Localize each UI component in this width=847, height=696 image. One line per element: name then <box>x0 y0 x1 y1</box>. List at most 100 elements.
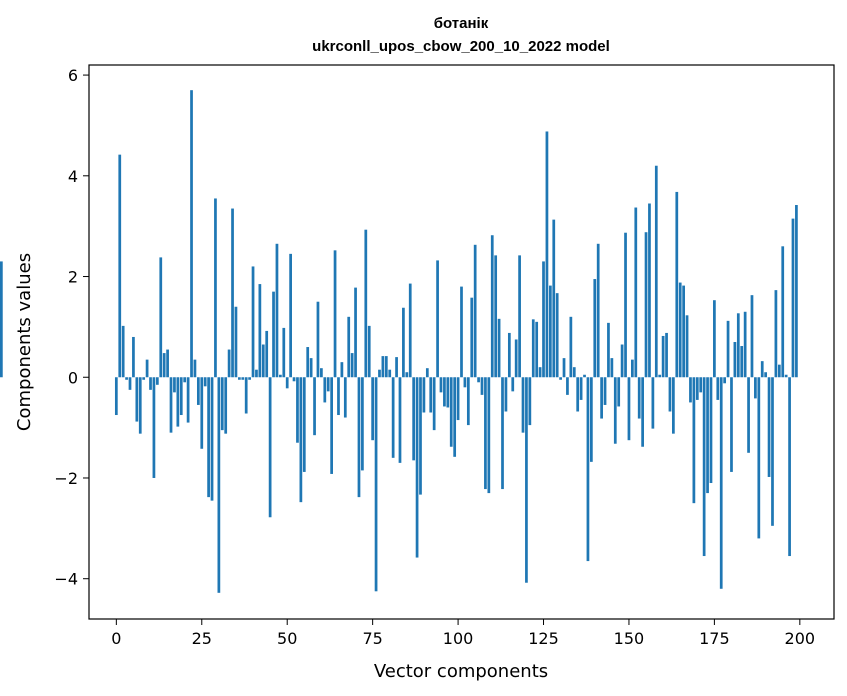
bar-67 <box>343 377 347 418</box>
bar-170 <box>695 377 699 400</box>
bar-154 <box>641 377 644 447</box>
bar-45 <box>268 377 272 518</box>
bar-168 <box>689 377 692 403</box>
bar-21 <box>186 377 190 423</box>
bar-149 <box>624 232 627 378</box>
bar-115 <box>507 332 511 378</box>
bar-194 <box>777 364 781 378</box>
bar-153 <box>637 377 641 419</box>
bar-198 <box>791 218 795 378</box>
x-tick-label: 200 <box>785 629 816 648</box>
y-axis-ticks: −4 −2 0 2 4 6 <box>54 66 89 589</box>
bar-114 <box>504 377 508 412</box>
bar-43 <box>261 344 265 378</box>
bar-164 <box>675 191 679 378</box>
bar-24 <box>196 377 200 405</box>
bar-197 <box>788 377 791 557</box>
bar-3 <box>125 377 128 380</box>
bar-1 <box>118 154 122 378</box>
bar-63 <box>330 377 333 474</box>
bar-15 <box>166 349 169 378</box>
x-tick-label: 50 <box>277 629 297 648</box>
bar-175 <box>713 300 716 378</box>
bar-166 <box>682 285 685 378</box>
x-axis-label: Vector components <box>374 661 548 682</box>
bar-undefined <box>0 261 3 378</box>
bar-69 <box>350 353 354 378</box>
bar-122 <box>531 319 535 378</box>
bar-88 <box>415 377 419 558</box>
bar-97 <box>446 377 450 408</box>
bar-119 <box>521 377 525 433</box>
chart-title: ботанік <box>434 15 489 32</box>
bar-4 <box>128 377 132 390</box>
bar-151 <box>631 359 634 378</box>
bar-173 <box>706 377 709 494</box>
bar-92 <box>429 377 433 413</box>
bar-160 <box>661 335 665 378</box>
bar-68 <box>347 316 351 378</box>
bar-169 <box>692 377 696 504</box>
bar-84 <box>402 307 405 378</box>
bar-177 <box>719 377 723 589</box>
x-tick-label: 125 <box>528 629 559 648</box>
bar-35 <box>234 306 238 378</box>
bar-185 <box>747 377 750 453</box>
bar-165 <box>678 282 682 378</box>
bar-96 <box>443 377 446 407</box>
bar-178 <box>723 377 727 384</box>
bar-6 <box>135 377 139 422</box>
bar-48 <box>279 374 282 378</box>
bar-181 <box>733 342 737 378</box>
bar-143 <box>603 377 607 405</box>
bar-150 <box>627 377 631 441</box>
bar-74 <box>367 325 371 378</box>
bar-103 <box>466 377 470 426</box>
bar-90 <box>422 377 426 413</box>
y-axis-label: Components values <box>14 253 35 431</box>
bar-76 <box>374 377 378 592</box>
bar-70 <box>354 287 357 378</box>
bar-41 <box>255 369 258 378</box>
bar-126 <box>545 131 549 378</box>
bar-49 <box>282 327 286 378</box>
y-tick-label: 2 <box>68 268 78 287</box>
bar-133 <box>569 316 573 378</box>
bar-99 <box>453 377 457 457</box>
bar-182 <box>736 313 740 378</box>
bar-42 <box>258 284 262 378</box>
bar-44 <box>265 330 269 378</box>
bar-95 <box>439 377 443 393</box>
bar-18 <box>176 377 180 427</box>
bar-187 <box>754 377 757 399</box>
bar-60 <box>320 368 323 378</box>
bar-146 <box>613 377 617 444</box>
x-axis-ticks: 0 25 50 75 100 125 150 175 200 <box>111 619 815 648</box>
plot-frame <box>88 64 835 620</box>
bar-80 <box>388 369 392 378</box>
bar-81 <box>391 377 395 458</box>
bar-79 <box>384 356 388 378</box>
bar-85 <box>405 372 409 378</box>
bar-106 <box>477 377 480 383</box>
x-tick-label: 175 <box>699 629 730 648</box>
bar-59 <box>316 301 320 378</box>
bar-195 <box>781 246 785 378</box>
bar-82 <box>395 357 398 378</box>
bar-137 <box>583 374 586 378</box>
bar-172 <box>702 377 706 557</box>
bar-131 <box>562 358 566 378</box>
bar-39 <box>248 377 251 380</box>
bar-135 <box>576 377 580 412</box>
bar-161 <box>665 332 668 378</box>
bar-16 <box>169 377 173 433</box>
bar-31 <box>220 377 224 431</box>
bar-155 <box>644 232 648 378</box>
bar-112 <box>497 318 501 378</box>
bar-27 <box>207 377 210 498</box>
bar-158 <box>654 165 658 378</box>
bar-26 <box>203 377 207 387</box>
bar-14 <box>162 353 166 378</box>
bar-111 <box>494 255 498 378</box>
x-tick-label: 100 <box>443 629 474 648</box>
